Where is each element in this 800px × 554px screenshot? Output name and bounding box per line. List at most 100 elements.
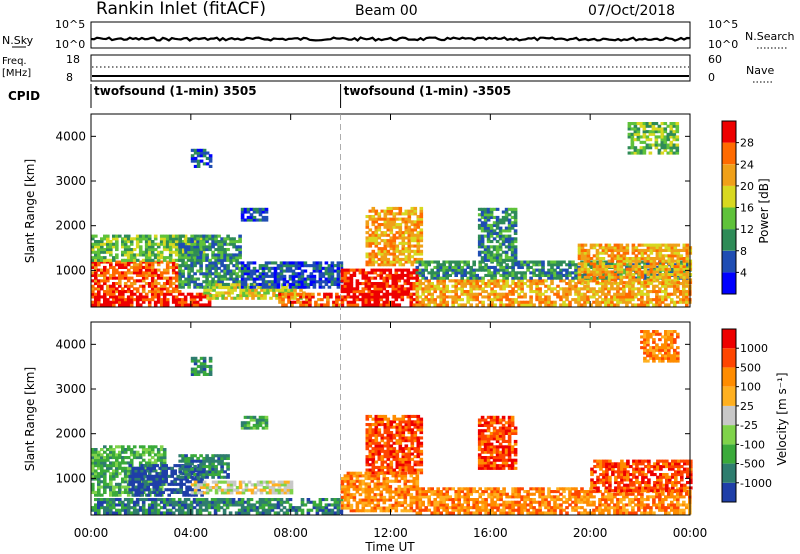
echo-cell: [140, 472, 144, 476]
echo-cell: [676, 243, 681, 247]
echo-cell: [214, 269, 218, 273]
echo-cell: [193, 264, 197, 268]
echo-cell: [106, 469, 110, 473]
echo-cell: [568, 265, 572, 269]
echo-cell: [118, 298, 122, 302]
echo-cell: [320, 298, 324, 302]
echo-cell: [379, 298, 384, 302]
echo-cell: [138, 271, 143, 275]
echo-cell: [553, 303, 557, 307]
echo-cell: [240, 213, 245, 217]
echo-cell: [377, 252, 382, 256]
echo-cell: [496, 268, 500, 272]
echo-cell: [388, 292, 393, 296]
echo-cell: [121, 503, 125, 507]
echo-cell: [628, 282, 632, 286]
power-heatmap: [91, 122, 693, 307]
echo-cell: [607, 246, 612, 250]
echo-cell: [352, 268, 357, 272]
echo-cell: [365, 260, 370, 264]
echo-cell: [672, 146, 677, 150]
echo-cell: [553, 276, 557, 280]
echo-cell: [660, 140, 665, 144]
echo-cell: [352, 290, 357, 294]
echo-cell: [406, 276, 411, 280]
echo-cell: [300, 285, 305, 289]
echo-cell: [633, 151, 638, 155]
echo-cell: [183, 298, 188, 302]
echo-cell: [156, 453, 161, 457]
echo-cell: [379, 295, 384, 299]
echo-cell: [361, 282, 366, 286]
echo-cell: [252, 506, 257, 510]
echo-cell: [100, 506, 104, 510]
echo-cell: [178, 274, 182, 278]
echo-cell: [427, 298, 431, 302]
echo-cell: [583, 287, 587, 291]
echo-cell: [383, 260, 388, 264]
echo-cell: [389, 225, 394, 229]
echo-cell: [664, 248, 669, 252]
echo-cell: [121, 480, 125, 484]
echo-cell: [642, 132, 647, 136]
echo-cell: [520, 279, 524, 283]
echo-cell: [685, 257, 690, 261]
echo-cell: [112, 268, 116, 272]
echo-cell: [367, 298, 372, 302]
echo-cell: [502, 282, 506, 286]
echo-cell: [442, 303, 446, 307]
echo-cell: [100, 461, 104, 465]
echo-cell: [118, 466, 122, 470]
echo-cell: [324, 261, 329, 265]
echo-cell: [404, 247, 409, 251]
echo-cell: [676, 284, 680, 288]
echo-cell: [483, 258, 488, 262]
echo-cell: [115, 242, 119, 246]
echo-cell: [637, 276, 641, 280]
echo-cell: [589, 290, 593, 294]
echo-cell: [165, 298, 170, 302]
echo-cell: [94, 453, 98, 457]
echo-cell: [391, 303, 396, 307]
echo-cell: [123, 303, 128, 307]
echo-cell: [340, 271, 345, 275]
echo-cell: [109, 488, 113, 492]
echo-cell: [487, 273, 491, 277]
echo-cell: [132, 445, 137, 449]
echo-cell: [652, 257, 657, 261]
echo-cell: [480, 223, 485, 227]
echo-cell: [410, 233, 415, 237]
echo-cell: [374, 236, 379, 240]
colorbar-swatch: [722, 121, 736, 143]
echo-cell: [373, 298, 378, 302]
echo-cell: [165, 500, 170, 504]
echo-cell: [492, 207, 497, 211]
echo-cell: [398, 225, 403, 229]
echo-cell: [240, 498, 245, 502]
echo-cell: [673, 265, 678, 269]
echo-cell: [568, 273, 572, 277]
echo-cell: [667, 254, 672, 258]
echo-cell: [168, 248, 173, 252]
echo-cell: [636, 148, 641, 152]
echo-cell: [657, 124, 662, 128]
echo-cell: [389, 217, 394, 221]
echo-cell: [610, 282, 614, 286]
echo-cell: [276, 280, 281, 284]
echo-cell: [168, 253, 173, 257]
nsearch-tick-high: 10^5: [708, 18, 738, 31]
echo-cell: [213, 511, 218, 515]
echo-cell: [141, 279, 146, 283]
echo-cell: [143, 469, 147, 473]
echo-cell: [135, 508, 140, 512]
echo-cell: [451, 303, 455, 307]
echo-cell: [559, 271, 563, 275]
echo-cell: [191, 488, 195, 492]
echo-cell: [355, 303, 360, 307]
echo-cell: [126, 279, 131, 283]
echo-cell: [171, 265, 176, 269]
echo-cell: [610, 251, 615, 255]
echo-cell: [556, 284, 560, 288]
echo-cell: [373, 303, 378, 307]
echo-cell: [598, 262, 603, 266]
